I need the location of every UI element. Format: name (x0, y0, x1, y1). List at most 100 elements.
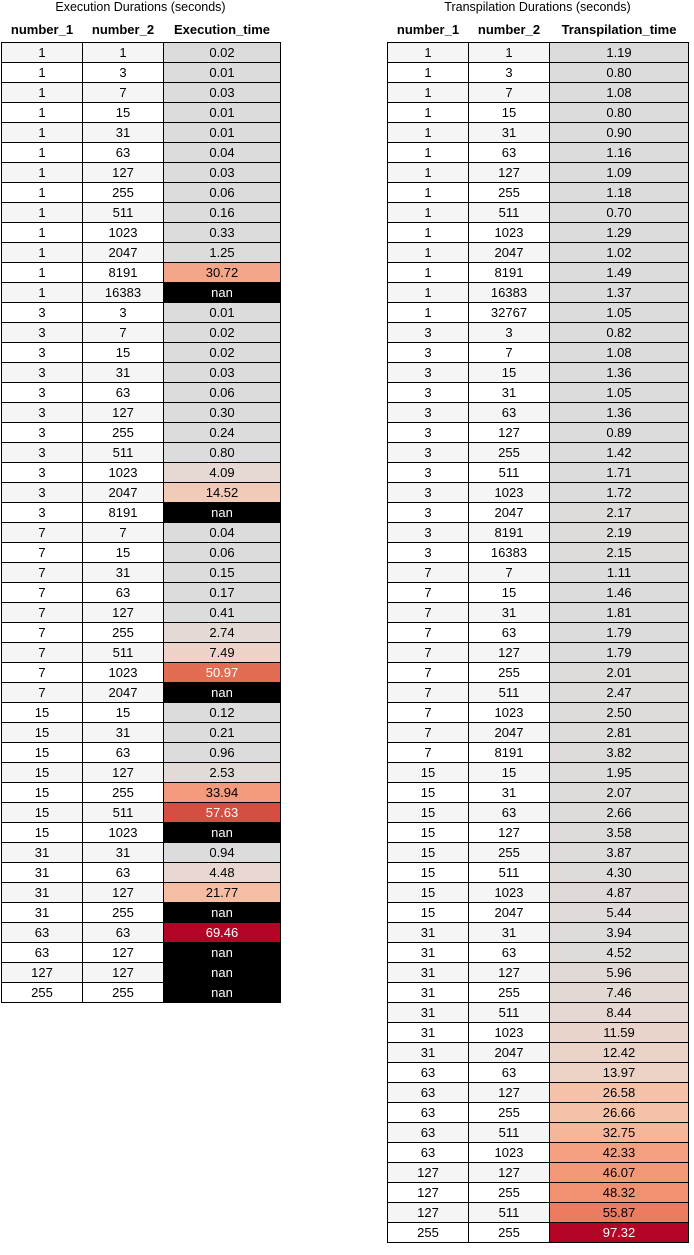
cell-number-1: 1 (387, 262, 469, 283)
table-row: 1 255 0.06 (1, 182, 281, 203)
cell-number-1: 1 (387, 202, 469, 223)
cell-transpilation-time: 1.42 (549, 442, 689, 463)
cell-number-1: 31 (387, 1042, 469, 1063)
cell-transpilation-time: 1.16 (549, 142, 689, 163)
table-row: 63 63 13.97 (387, 1062, 689, 1083)
table-row: 3 255 0.24 (1, 422, 281, 443)
cell-number-1: 1 (1, 82, 83, 103)
cell-number-1: 7 (387, 642, 469, 663)
cell-transpilation-time: 2.17 (549, 502, 689, 523)
cell-execution-time: 33.94 (163, 782, 281, 803)
cell-number-1: 31 (387, 942, 469, 963)
cell-transpilation-time: 1.71 (549, 462, 689, 483)
cell-number-1: 3 (387, 542, 469, 563)
cell-number-2: 63 (82, 862, 164, 883)
cell-transpilation-time: 1.08 (549, 82, 689, 103)
table-row: 7 2047 nan (1, 682, 281, 703)
table-row: 1 31 0.01 (1, 122, 281, 143)
cell-transpilation-time: 0.82 (549, 322, 689, 343)
cell-number-2: 1 (82, 42, 164, 63)
cell-number-1: 63 (387, 1102, 469, 1123)
table-row: 31 31 3.94 (387, 922, 689, 943)
table-row: 15 63 2.66 (387, 802, 689, 823)
cell-number-2: 31 (82, 722, 164, 743)
cell-number-1: 7 (387, 742, 469, 763)
cell-execution-time: 0.03 (163, 162, 281, 183)
cell-number-2: 63 (82, 382, 164, 403)
cell-number-1: 7 (387, 582, 469, 603)
cell-execution-time: 0.21 (163, 722, 281, 743)
cell-number-2: 63 (468, 942, 550, 963)
cell-execution-time: nan (163, 282, 281, 303)
cell-number-1: 15 (1, 742, 83, 763)
cell-number-2: 15 (82, 102, 164, 123)
table-row: 63 127 nan (1, 942, 281, 963)
cell-number-1: 127 (1, 962, 83, 983)
cell-number-2: 8191 (468, 262, 550, 283)
cell-transpilation-time: 2.01 (549, 662, 689, 683)
cell-number-2: 511 (82, 442, 164, 463)
cell-number-2: 255 (468, 1182, 550, 1203)
cell-number-2: 511 (468, 1002, 550, 1023)
cell-number-1: 15 (387, 802, 469, 823)
cell-transpilation-time: 1.95 (549, 762, 689, 783)
cell-number-2: 255 (82, 182, 164, 203)
table-row: 31 511 8.44 (387, 1002, 689, 1023)
cell-number-1: 1 (387, 182, 469, 203)
cell-number-2: 16383 (82, 282, 164, 303)
table-row: 7 31 0.15 (1, 562, 281, 583)
cell-transpilation-time: 0.80 (549, 102, 689, 123)
table-row: 7 1023 2.50 (387, 702, 689, 723)
table-row: 31 2047 12.42 (387, 1042, 689, 1063)
cell-number-2: 3 (82, 62, 164, 83)
cell-number-2: 3 (468, 322, 550, 343)
column-header-execution-time: Execution_time (163, 16, 281, 43)
cell-number-1: 63 (387, 1122, 469, 1143)
table-row: 1 2047 1.02 (387, 242, 689, 263)
table-row: 7 63 0.17 (1, 582, 281, 603)
cell-number-2: 127 (468, 1082, 550, 1103)
transpilation-table-title: Transpilation Durations (seconds) (444, 0, 631, 14)
cell-number-1: 7 (1, 582, 83, 603)
table-row: 31 255 7.46 (387, 982, 689, 1003)
table-row: 3 255 1.42 (387, 442, 689, 463)
table-row: 3 1023 4.09 (1, 462, 281, 483)
cell-number-2: 255 (468, 1222, 550, 1243)
cell-number-1: 1 (1, 202, 83, 223)
cell-transpilation-time: 32.75 (549, 1122, 689, 1143)
cell-number-2: 2047 (468, 242, 550, 263)
cell-number-2: 255 (82, 622, 164, 643)
cell-number-2: 511 (468, 202, 550, 223)
cell-number-2: 127 (82, 882, 164, 903)
table-row: 7 7 0.04 (1, 522, 281, 543)
cell-transpilation-time: 1.46 (549, 582, 689, 603)
table-row: 15 31 2.07 (387, 782, 689, 803)
cell-execution-time: 0.02 (163, 42, 281, 63)
cell-number-2: 127 (468, 962, 550, 983)
column-header-transpilation-time: Transpilation_time (549, 16, 689, 43)
cell-transpilation-time: 2.81 (549, 722, 689, 743)
cell-transpilation-time: 1.36 (549, 402, 689, 423)
cell-transpilation-time: 1.79 (549, 622, 689, 643)
cell-number-2: 2047 (468, 902, 550, 923)
execution-header-row: number_1 number_2 Execution_time (1, 16, 281, 43)
cell-number-1: 1 (387, 82, 469, 103)
cell-number-2: 7 (82, 82, 164, 103)
cell-number-2: 7 (82, 522, 164, 543)
cell-number-1: 3 (1, 482, 83, 503)
cell-number-2: 63 (468, 802, 550, 823)
cell-number-2: 63 (468, 402, 550, 423)
cell-number-2: 15 (82, 342, 164, 363)
cell-number-1: 31 (1, 902, 83, 923)
cell-transpilation-time: 13.97 (549, 1062, 689, 1083)
cell-number-1: 15 (387, 862, 469, 883)
cell-transpilation-time: 2.07 (549, 782, 689, 803)
cell-transpilation-time: 1.79 (549, 642, 689, 663)
table-row: 3 511 0.80 (1, 442, 281, 463)
table-row: 1 31 0.90 (387, 122, 689, 143)
cell-number-2: 1023 (468, 882, 550, 903)
table-row: 7 255 2.74 (1, 622, 281, 643)
cell-transpilation-time: 1.29 (549, 222, 689, 243)
cell-transpilation-time: 4.87 (549, 882, 689, 903)
table-row: 1 15 0.01 (1, 102, 281, 123)
